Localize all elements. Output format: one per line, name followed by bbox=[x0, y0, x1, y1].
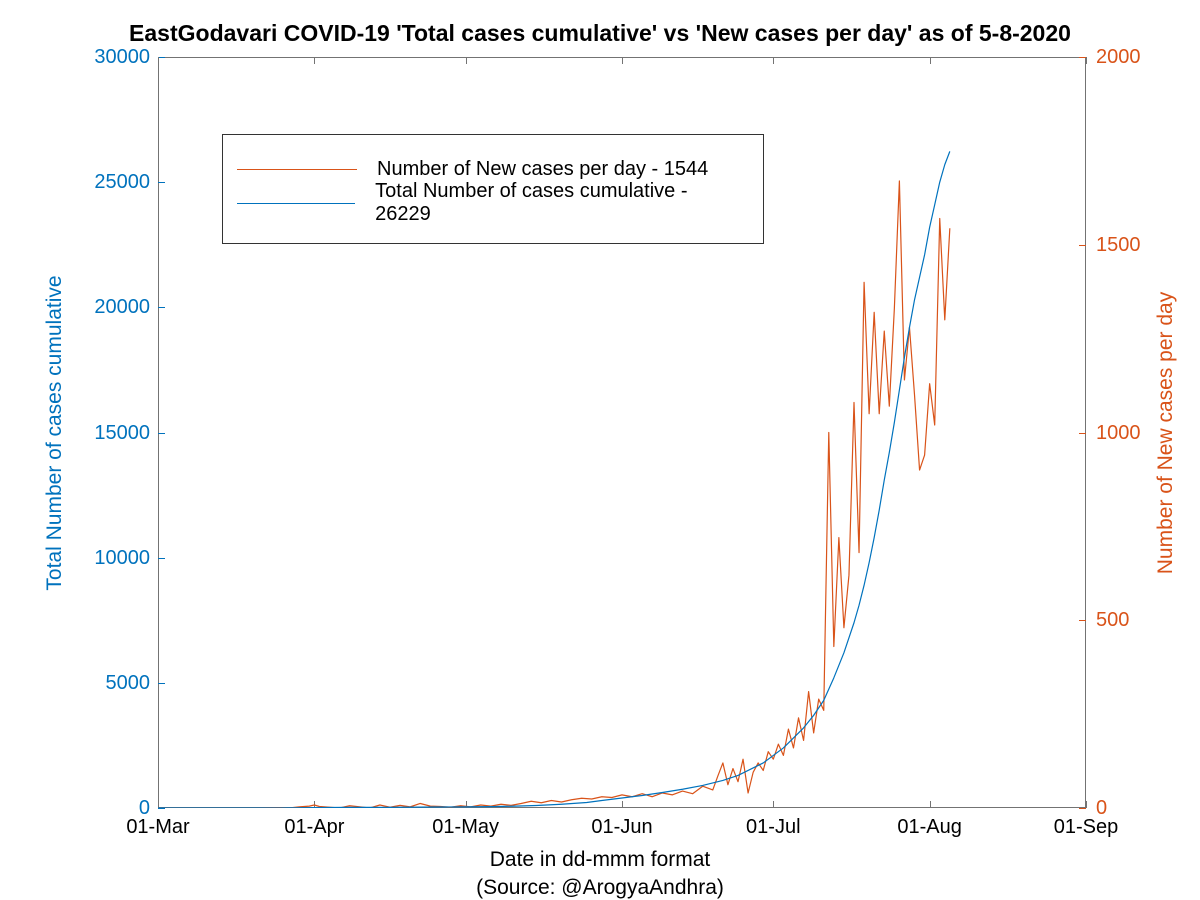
legend-label-cumulative: Total Number of cases cumulative - 26229 bbox=[375, 180, 743, 226]
legend-line-new-cases bbox=[237, 169, 357, 170]
legend-item-new-cases: Number of New cases per day - 1544 bbox=[237, 155, 743, 183]
legend-label-new-cases: Number of New cases per day - 1544 bbox=[377, 158, 708, 181]
legend: Number of New cases per day - 1544 Total… bbox=[222, 134, 764, 244]
legend-item-cumulative: Total Number of cases cumulative - 26229 bbox=[237, 189, 743, 217]
legend-line-cumulative bbox=[237, 203, 355, 204]
chart-container: EastGodavari COVID-19 'Total cases cumul… bbox=[0, 0, 1200, 900]
